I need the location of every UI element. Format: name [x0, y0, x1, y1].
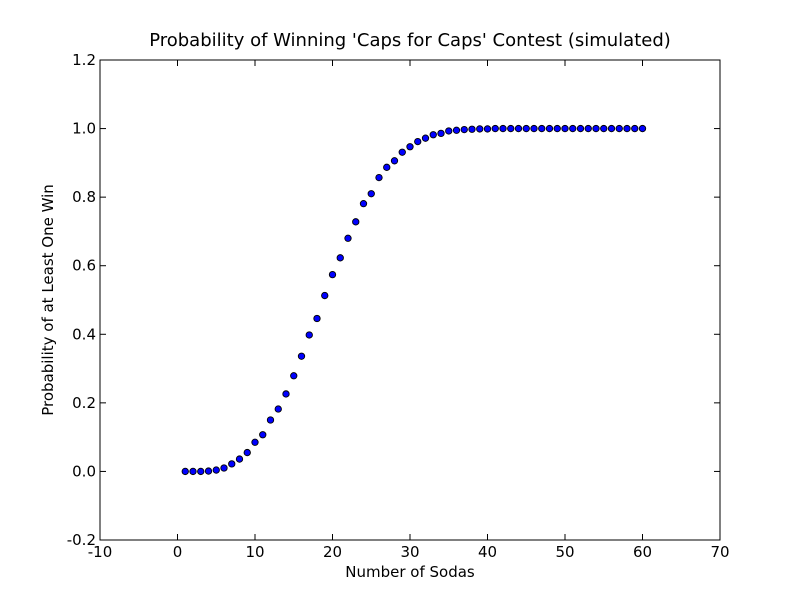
- scatter-point: [290, 372, 298, 380]
- scatter-point: [545, 124, 554, 133]
- y-tick-label: 1.0: [72, 120, 96, 138]
- scatter-point: [553, 124, 561, 133]
- y-tick-label: 1.2: [72, 51, 96, 69]
- scatter-point: [328, 270, 337, 279]
- scatter-point: [638, 124, 647, 133]
- y-tick-label: -0.2: [67, 531, 96, 549]
- x-tick-label: 60: [633, 543, 652, 561]
- scatter-point: [251, 438, 259, 446]
- scatter-point: [600, 124, 608, 133]
- y-tick-label: 0.0: [72, 462, 96, 480]
- scatter-point: [243, 448, 251, 457]
- y-tick-label: 0.4: [72, 325, 96, 343]
- x-tick-label: 40: [478, 543, 497, 561]
- scatter-point: [398, 148, 406, 156]
- scatter-point: [305, 331, 313, 339]
- scatter-point: [352, 218, 360, 226]
- scatter-point: [367, 190, 375, 198]
- scatter-point: [259, 431, 267, 439]
- scatter-point: [460, 125, 468, 134]
- scatter-point: [592, 124, 600, 133]
- scatter-point: [282, 390, 290, 398]
- x-axis-label: Number of Sodas: [345, 563, 475, 581]
- x-tick-label: 0: [173, 543, 183, 561]
- x-tick-label: 70: [710, 543, 729, 561]
- scatter-point: [530, 124, 538, 133]
- scatter-point: [375, 173, 383, 182]
- scatter-point: [297, 352, 306, 360]
- scatter-point: [468, 125, 476, 133]
- scatter-point: [383, 163, 391, 171]
- scatter-point: [197, 467, 205, 476]
- y-axis-label: Probability of at Least One Win: [39, 184, 57, 416]
- scatter-point: [313, 314, 321, 323]
- scatter-point: [631, 124, 639, 133]
- axis-ticks: -10 0 10 20 30 40 50 60 70 -0.2 0.0 0.2 0.4 0.6 0.8 1.0…: [67, 51, 730, 561]
- scatter-point: [507, 124, 515, 133]
- scatter-point: [189, 467, 197, 476]
- scatter-point: [414, 137, 422, 146]
- data-points: [181, 124, 647, 476]
- scatter-point: [576, 124, 585, 133]
- chart-title: Probability of Winning 'Caps for Caps' C…: [149, 30, 671, 51]
- scatter-point: [569, 124, 577, 133]
- scatter-point: [406, 143, 414, 151]
- scatter-point: [623, 124, 631, 133]
- x-tick-label: 50: [555, 543, 574, 561]
- scatter-point: [220, 464, 228, 472]
- x-tick-label: -10: [88, 543, 113, 561]
- scatter-point: [445, 127, 453, 135]
- y-tick-label: 0.2: [72, 394, 96, 412]
- scatter-point: [561, 124, 569, 133]
- scatter-point: [607, 124, 616, 133]
- scatter-point: [235, 455, 244, 463]
- scatter-point: [514, 124, 523, 133]
- scatter-point: [452, 126, 461, 134]
- scatter-point: [336, 254, 344, 262]
- scatter-point: [266, 416, 275, 424]
- x-tick-label: 10: [245, 543, 264, 561]
- scatter-point: [476, 125, 484, 133]
- scatter-point: [429, 131, 437, 139]
- scatter-point: [359, 200, 368, 208]
- scatter-point: [538, 124, 546, 133]
- scatter-point: [390, 157, 399, 165]
- scatter-point: [181, 467, 189, 476]
- scatter-point: [499, 124, 507, 133]
- plot-area: [99, 59, 721, 541]
- scatter-point: [228, 460, 236, 468]
- scatter-point: [204, 467, 213, 475]
- scatter-point: [344, 234, 352, 242]
- scatter-point: [421, 134, 430, 142]
- scatter-point: [321, 291, 329, 300]
- scatter-point: [483, 125, 492, 133]
- scatter-point: [522, 124, 530, 133]
- scatter-point: [437, 129, 445, 138]
- scatter-point: [491, 124, 499, 133]
- scatter-point: [274, 405, 282, 413]
- scatter-point: [212, 466, 220, 474]
- y-tick-label: 0.6: [72, 257, 96, 275]
- x-tick-label: 30: [400, 543, 419, 561]
- scatter-point: [584, 124, 592, 133]
- y-tick-label: 0.8: [72, 188, 96, 206]
- scatter-point: [615, 124, 623, 133]
- x-tick-label: 20: [323, 543, 342, 561]
